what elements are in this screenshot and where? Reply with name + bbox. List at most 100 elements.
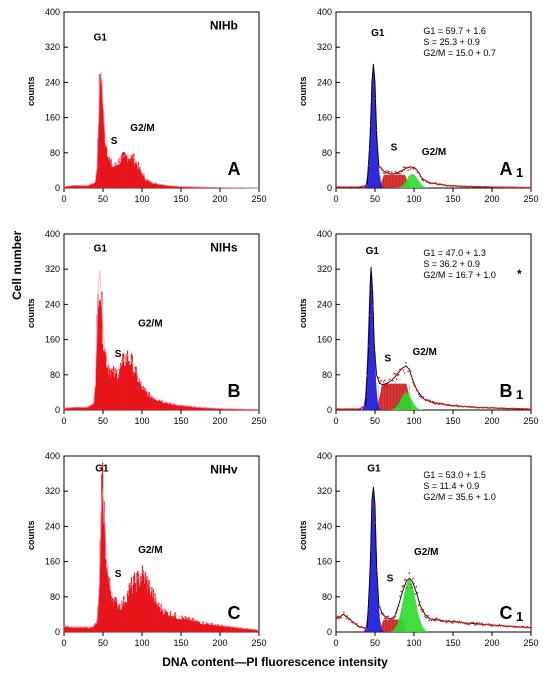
peak-label: G2/M	[414, 547, 438, 558]
x-tick-label: 200	[484, 194, 499, 204]
data-point	[385, 172, 387, 174]
x-tick-label: 0	[333, 194, 338, 204]
data-point	[343, 612, 345, 614]
data-point	[411, 586, 413, 588]
panel-letter-subscript: 1	[516, 165, 523, 180]
data-point	[376, 569, 378, 571]
data-point	[349, 618, 351, 620]
x-tick-label: 0	[61, 194, 66, 204]
y-tick-label: 0	[55, 183, 60, 193]
x-tick-label: 100	[134, 638, 149, 648]
x-tick-label: 50	[98, 638, 108, 648]
y-tick-label: 160	[317, 335, 332, 345]
data-point	[404, 372, 406, 374]
y-tick-label: 400	[317, 451, 332, 461]
data-point	[375, 522, 377, 524]
y-tick-label: 240	[45, 77, 60, 87]
x-tick-label: 150	[445, 194, 460, 204]
y-axis-label: counts	[26, 76, 36, 106]
data-point	[386, 170, 388, 172]
data-point	[530, 408, 532, 410]
y-tick-label: 160	[317, 113, 332, 123]
peak-label: G1	[371, 28, 385, 39]
x-tick-label: 200	[484, 638, 499, 648]
stat-line: G2/M = 16.7 + 1.0	[423, 270, 496, 280]
peak-label: S	[387, 573, 394, 584]
data-point	[371, 80, 373, 82]
y-tick-label: 80	[322, 370, 332, 380]
data-point	[394, 171, 396, 173]
data-point	[379, 381, 381, 383]
data-point	[433, 401, 435, 403]
x-tick-label: 200	[212, 194, 227, 204]
x-tick-label: 250	[251, 638, 266, 648]
data-point	[347, 615, 349, 617]
data-point	[342, 614, 344, 616]
y-tick-label: 160	[45, 557, 60, 567]
peak-label: G2/M	[422, 147, 446, 158]
sample-name: NIHs	[210, 241, 238, 255]
peak-label: G2/M	[412, 347, 436, 358]
data-point	[366, 184, 368, 186]
y-tick-label: 320	[317, 486, 332, 496]
panel-letter: B	[228, 381, 241, 401]
data-point	[384, 380, 386, 382]
data-point	[407, 169, 409, 171]
data-point	[405, 362, 407, 364]
data-point	[418, 604, 420, 606]
data-point	[425, 180, 427, 182]
y-tick-label: 0	[327, 405, 332, 415]
peak-label: S	[115, 569, 122, 580]
data-point	[420, 176, 422, 178]
y-axis-label: counts	[298, 298, 308, 328]
data-point	[372, 502, 374, 504]
data-point	[387, 386, 389, 388]
stat-line: G2/M = 15.0 + 0.7	[423, 48, 496, 58]
sample-name: NIHv	[210, 463, 238, 477]
data-point	[364, 405, 366, 407]
stat-line: G1 = 53.0 + 1.5	[423, 470, 486, 480]
peak-label: S	[111, 136, 118, 147]
data-point	[380, 167, 382, 169]
data-point	[406, 167, 408, 169]
data-point	[385, 618, 387, 620]
data-point	[375, 98, 377, 100]
x-tick-label: 200	[484, 416, 499, 426]
x-tick-label: 0	[61, 416, 66, 426]
data-point	[337, 616, 339, 618]
data-point	[377, 147, 379, 149]
data-point	[378, 604, 380, 606]
data-point	[370, 124, 372, 126]
data-point	[430, 618, 432, 620]
x-tick-label: 150	[173, 638, 188, 648]
data-point	[396, 612, 398, 614]
data-point	[344, 615, 346, 617]
data-point	[368, 608, 370, 610]
data-point	[394, 373, 396, 375]
peak-label: G2/M	[130, 123, 154, 134]
data-point	[414, 593, 416, 595]
data-point	[370, 548, 372, 550]
x-tick-label: 50	[370, 416, 380, 426]
y-tick-label: 400	[317, 229, 332, 239]
data-point	[497, 625, 499, 627]
panel-letter: A	[500, 159, 513, 179]
significance-star: *	[517, 267, 522, 281]
data-point	[530, 627, 532, 629]
data-point	[389, 171, 391, 173]
data-point	[421, 611, 423, 613]
y-tick-label: 0	[327, 627, 332, 637]
x-tick-label: 50	[98, 416, 108, 426]
data-point	[410, 168, 412, 170]
x-tick-label: 50	[370, 194, 380, 204]
data-point	[393, 175, 395, 177]
panel-letter: C	[500, 603, 513, 623]
y-tick-label: 80	[50, 370, 60, 380]
data-point	[387, 616, 389, 618]
data-point	[427, 615, 429, 617]
y-tick-label: 160	[45, 335, 60, 345]
